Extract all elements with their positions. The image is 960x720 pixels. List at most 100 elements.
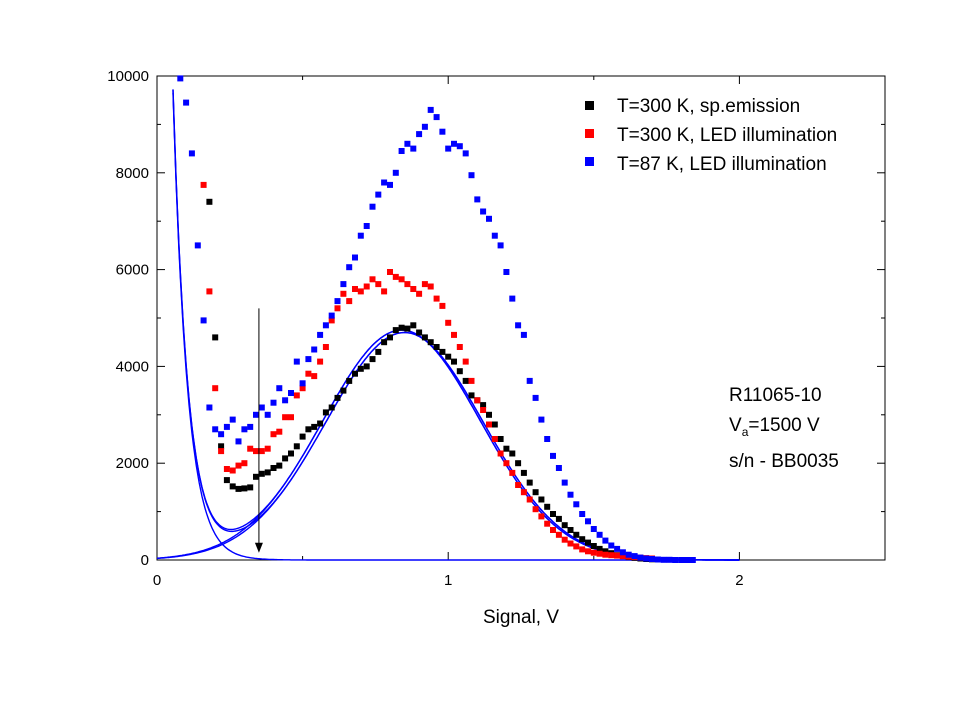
data-point (218, 448, 225, 455)
data-point (433, 295, 440, 302)
y-tick-label: 10000 (107, 68, 149, 85)
annotation-model: R11065-10 (729, 385, 822, 406)
data-point (602, 548, 609, 555)
data-point (235, 462, 242, 469)
data-point (264, 469, 271, 476)
data-point (276, 385, 283, 392)
legend-label-red: T=300 K, LED illumination (617, 125, 837, 146)
data-point (515, 460, 522, 467)
data-point (486, 411, 492, 418)
data-point (468, 377, 475, 384)
data-point (643, 555, 650, 562)
data-point (357, 288, 364, 295)
data-point (241, 460, 248, 467)
data-point (544, 520, 551, 527)
data-point (631, 553, 638, 560)
data-point (573, 543, 580, 550)
data-point (585, 518, 591, 525)
data-point (305, 356, 312, 363)
data-point (410, 322, 417, 329)
data-point (212, 385, 219, 392)
data-point (503, 445, 510, 452)
data-point (352, 254, 358, 261)
data-point (235, 438, 242, 445)
data-point (602, 537, 609, 544)
data-point (317, 358, 324, 365)
data-point (439, 302, 446, 309)
data-point (276, 428, 283, 435)
data-point (270, 399, 277, 406)
data-point (468, 392, 475, 399)
data-point (253, 448, 259, 455)
data-point (241, 426, 248, 433)
data-point (509, 469, 516, 476)
y-tick-label: 6000 (116, 262, 149, 279)
data-point (264, 445, 271, 452)
data-point (270, 465, 277, 471)
data-point (299, 380, 306, 387)
data-point (253, 411, 259, 418)
data-point (334, 394, 341, 401)
data-point (515, 322, 522, 329)
data-point (585, 539, 591, 546)
data-point (311, 346, 318, 353)
data-point (305, 426, 312, 433)
data-point (293, 392, 300, 399)
tick-labels: 0 1 2 0 2000 4000 6000 8000 10000 (107, 68, 743, 589)
data-point (381, 339, 388, 346)
data-point (526, 496, 533, 503)
data-point (672, 557, 679, 563)
data-point (375, 281, 382, 288)
data-point (520, 331, 527, 338)
data-point (474, 397, 481, 404)
y-tick-label: 2000 (116, 455, 149, 472)
data-point (288, 450, 294, 457)
data-point (614, 552, 621, 559)
data-point (293, 358, 300, 365)
data-point (288, 414, 294, 421)
data-point (404, 281, 411, 288)
data-point (363, 223, 370, 229)
data-point (392, 327, 399, 334)
data-point (579, 511, 586, 517)
data-point (590, 543, 597, 549)
data-point (590, 526, 597, 532)
data-point (445, 319, 452, 326)
data-point (567, 491, 574, 498)
data-point (590, 549, 597, 556)
data-point (375, 191, 382, 198)
data-point (206, 198, 213, 205)
data-point (293, 443, 300, 450)
data-point (550, 511, 556, 517)
data-point (678, 557, 685, 563)
data-point (497, 242, 504, 249)
data-point (387, 181, 393, 188)
data-point (311, 423, 318, 430)
data-point (538, 416, 545, 423)
data-points (177, 75, 696, 563)
data-point (241, 485, 248, 492)
data-point (340, 387, 347, 394)
data-point (520, 489, 527, 496)
data-point (561, 536, 568, 543)
data-point (369, 356, 376, 363)
data-point (346, 298, 353, 305)
data-point (526, 377, 533, 384)
data-point (451, 331, 457, 338)
data-point (689, 557, 696, 563)
data-point (538, 513, 545, 520)
data-point (567, 527, 574, 533)
data-point (509, 450, 516, 457)
data-point (532, 489, 539, 496)
data-point (346, 377, 353, 384)
data-point (223, 423, 230, 430)
data-point (381, 179, 388, 186)
data-point (608, 552, 615, 559)
data-point (229, 467, 236, 474)
data-point (433, 114, 440, 121)
data-point (311, 373, 318, 380)
data-point (247, 423, 254, 430)
data-point (585, 548, 591, 555)
annotation-voltage-sub: a (742, 425, 749, 439)
y-tick-label: 0 (141, 552, 149, 569)
